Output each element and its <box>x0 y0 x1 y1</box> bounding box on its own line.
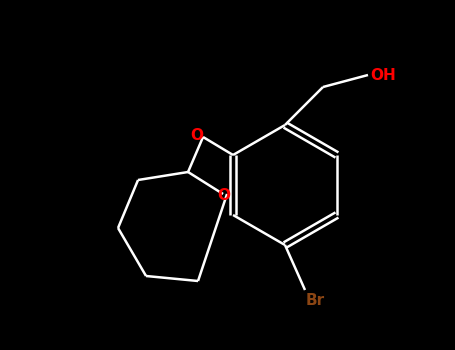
Text: Br: Br <box>306 293 325 308</box>
Text: O: O <box>217 188 231 203</box>
Text: O: O <box>191 128 203 143</box>
Text: OH: OH <box>370 68 396 83</box>
